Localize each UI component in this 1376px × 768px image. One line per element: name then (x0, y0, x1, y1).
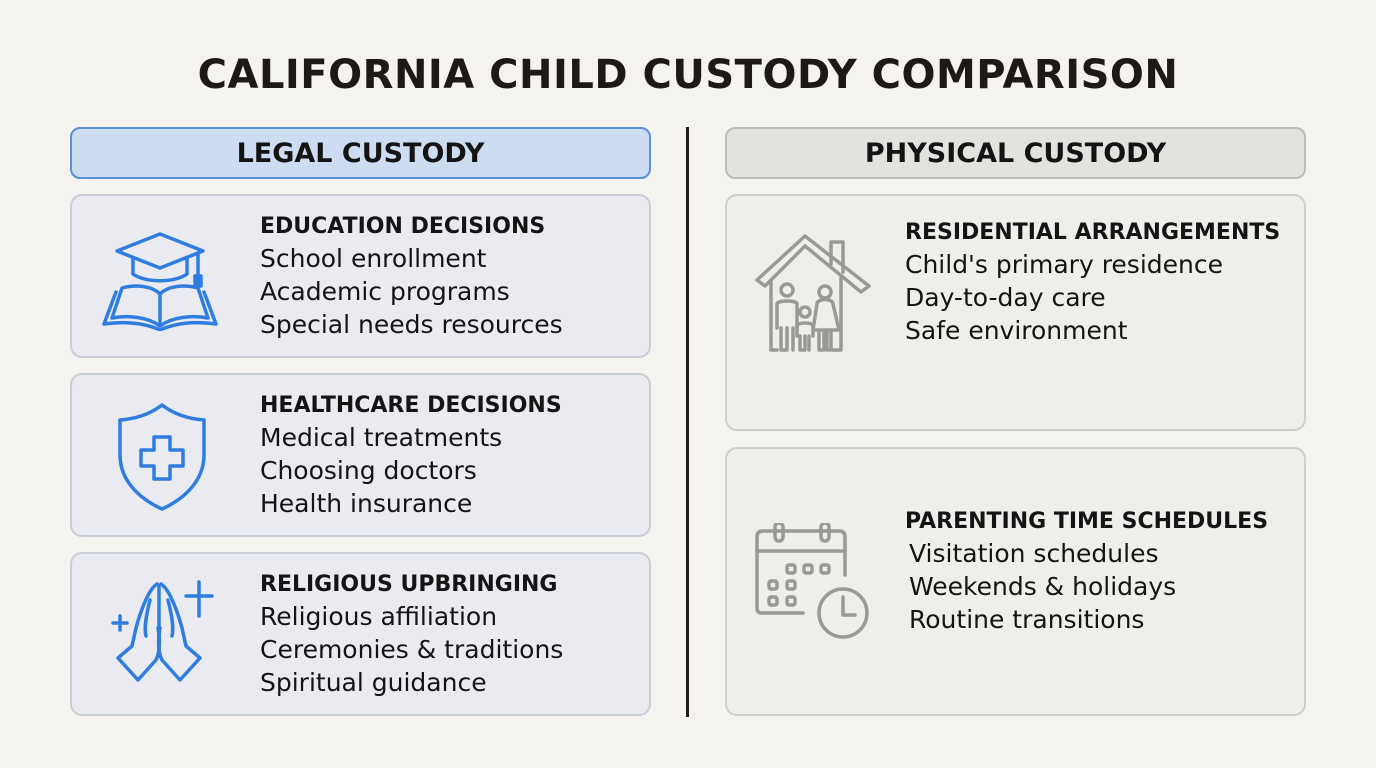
card-item: Routine transitions (909, 605, 1145, 634)
card-item: Religious affiliation (260, 602, 498, 631)
card-item: Safe environment (905, 316, 1128, 345)
card-item: Visitation schedules (909, 539, 1159, 568)
page-title: CALIFORNIA CHILD CUSTODY COMPARISON (197, 52, 1179, 98)
card-heading: RESIDENTIAL ARRANGEMENTS (905, 220, 1281, 245)
card-item: Choosing doctors (260, 456, 477, 485)
physical-custody-header: PHYSICAL CUSTODY (725, 127, 1306, 179)
healthcare-decisions-card: HEALTHCARE DECISIONS Medical treatments … (70, 373, 651, 537)
card-item: Child's primary residence (905, 250, 1223, 279)
card-heading: EDUCATION DECISIONS (260, 214, 546, 239)
card-item: Weekends & holidays (909, 572, 1177, 601)
card-item: Academic programs (260, 277, 510, 306)
card-item: Ceremonies & traditions (260, 635, 564, 664)
card-heading: HEALTHCARE DECISIONS (260, 393, 562, 418)
parenting-time-schedules-card: PARENTING TIME SCHEDULES Visitation sche… (725, 447, 1306, 716)
card-item: Health insurance (260, 489, 473, 518)
card-item: Special needs resources (260, 310, 563, 339)
card-item: School enrollment (260, 244, 487, 273)
column-divider (686, 127, 689, 717)
legal-custody-header: LEGAL CUSTODY (70, 127, 651, 179)
residential-arrangements-card: RESIDENTIAL ARRANGEMENTS Child's primary… (725, 194, 1306, 431)
house-family-icon (755, 234, 871, 352)
card-heading: PARENTING TIME SCHEDULES (905, 509, 1269, 534)
card-item: Medical treatments (260, 423, 503, 452)
graduation-cap-book-icon (102, 232, 218, 331)
shield-medical-cross-icon (118, 403, 206, 511)
praying-hands-icon (111, 580, 214, 682)
card-item: Spiritual guidance (260, 668, 487, 697)
card-heading: RELIGIOUS UPBRINGING (260, 572, 558, 597)
calendar-clock-icon (755, 523, 869, 639)
religious-upbringing-card: RELIGIOUS UPBRINGING Religious affiliati… (70, 552, 651, 716)
card-item: Day-to-day care (905, 283, 1106, 312)
education-decisions-card: EDUCATION DECISIONS School enrollment Ac… (70, 194, 651, 358)
